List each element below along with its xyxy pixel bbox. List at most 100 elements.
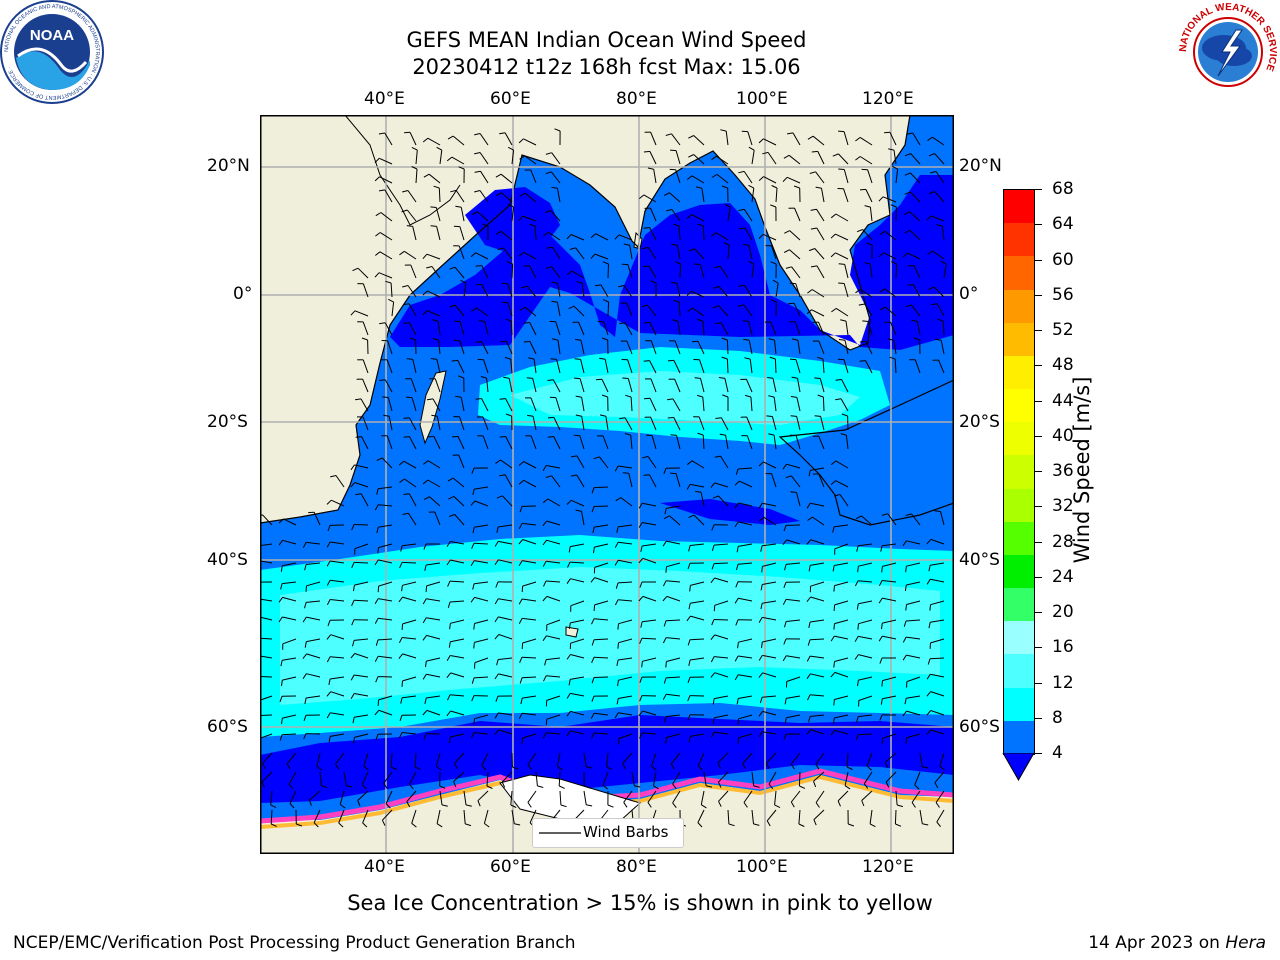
wind-barb xyxy=(930,215,945,222)
wind-barb-flag xyxy=(422,253,428,260)
wind-barb-flag xyxy=(673,223,680,227)
wind-barb xyxy=(714,656,729,659)
wind-barb-flag xyxy=(599,357,606,360)
wind-barb-flag xyxy=(406,801,411,808)
wind-barb xyxy=(919,752,923,767)
wind-barb xyxy=(676,245,681,260)
wind-barb xyxy=(402,676,417,682)
wind-barb-flag xyxy=(625,394,632,398)
wind-barb-flag xyxy=(574,358,581,360)
wind-barb-flag xyxy=(806,596,811,603)
wind-barb-flag xyxy=(833,699,835,706)
wind-barb-flag xyxy=(362,822,368,828)
wind-barb-flag xyxy=(474,170,481,173)
wind-barb-flag xyxy=(543,231,549,237)
wind-barb-flag xyxy=(374,272,380,278)
wind-barb xyxy=(815,790,825,803)
wind-barb xyxy=(411,397,417,412)
wind-barb-flag xyxy=(686,214,692,219)
wind-barb-flag xyxy=(927,658,931,665)
wind-barb-flag xyxy=(616,659,619,666)
colorbar-segment xyxy=(1004,554,1034,589)
lat-tick-left-60s: 60°S xyxy=(207,717,248,737)
wind-barb xyxy=(738,655,753,659)
colorbar-tick-mark xyxy=(1034,330,1042,331)
wind-barb xyxy=(522,539,537,545)
wind-barb xyxy=(555,321,561,336)
wind-barb xyxy=(507,283,513,298)
wind-barb xyxy=(500,459,513,469)
wind-barb xyxy=(714,695,729,700)
wind-barb xyxy=(650,131,657,146)
wind-barb xyxy=(916,321,921,336)
wind-barb xyxy=(581,283,585,298)
wind-barb-flag xyxy=(326,541,331,548)
wind-barb-flag xyxy=(545,152,552,155)
wind-barb-flag xyxy=(375,734,379,741)
wind-barb-flag xyxy=(424,564,427,571)
wind-barb-flag xyxy=(361,337,368,341)
wind-barb-flag xyxy=(768,338,775,341)
wind-barb xyxy=(795,283,801,298)
wind-barb xyxy=(522,215,537,222)
wind-barb xyxy=(786,714,801,719)
wind-barb-flag xyxy=(866,765,872,771)
wind-barb xyxy=(570,600,585,607)
wind-barb-flag xyxy=(486,785,493,789)
wind-barb xyxy=(930,562,945,566)
wind-barb-flag xyxy=(521,285,528,289)
wind-barb-flag xyxy=(717,762,721,769)
wind-barb-flag xyxy=(471,307,477,312)
wind-barb xyxy=(719,266,729,279)
wind-barb-flag xyxy=(855,156,861,161)
wind-barb-flag xyxy=(403,322,410,324)
wind-barb xyxy=(378,598,393,602)
noaa-logo-text: NOAA xyxy=(30,27,74,44)
wind-barb-flag xyxy=(855,515,862,520)
wind-barb-flag xyxy=(879,230,886,235)
wind-barb-flag xyxy=(374,598,379,604)
wind-barb xyxy=(558,771,561,787)
wind-barb xyxy=(624,322,633,336)
wind-barb xyxy=(438,340,441,355)
wind-barb xyxy=(360,493,369,507)
wind-barb-flag xyxy=(806,673,811,679)
wind-barb xyxy=(500,230,513,241)
wind-barb xyxy=(692,307,705,317)
wind-barb xyxy=(521,676,537,679)
wind-barb-flag xyxy=(902,540,907,547)
wind-barb-flag xyxy=(346,785,353,788)
wind-barb-flag xyxy=(811,150,818,153)
wind-barb-flag xyxy=(884,131,891,134)
wind-barb-flag xyxy=(350,482,356,488)
wind-barb xyxy=(748,340,753,355)
wind-barb-flag xyxy=(905,513,912,517)
wind-barb-flag xyxy=(404,131,411,134)
wind-barb-flag xyxy=(423,496,430,500)
wind-barb-flag xyxy=(911,319,918,322)
wind-barb-flag xyxy=(841,413,848,417)
wind-barb xyxy=(593,732,609,735)
wind-barb-flag xyxy=(575,414,582,417)
wind-barb xyxy=(672,398,681,412)
wind-barb xyxy=(530,169,537,184)
wind-barb xyxy=(379,232,393,241)
wind-barb xyxy=(791,266,801,279)
wind-barb-flag xyxy=(855,734,859,741)
wind-barb xyxy=(557,340,561,355)
wind-barb xyxy=(786,695,801,699)
wind-barb xyxy=(762,672,777,678)
wind-barb-flag xyxy=(399,562,403,569)
wind-barb xyxy=(887,513,897,526)
wind-barb xyxy=(330,676,345,680)
wind-barb xyxy=(762,233,777,241)
wind-barb-flag xyxy=(542,596,548,602)
wind-barb xyxy=(911,304,921,317)
wind-barb-flag xyxy=(888,148,895,151)
colorbar-tick-label: 68 xyxy=(1052,179,1074,199)
colorbar-segment xyxy=(1004,190,1034,224)
wind-barb-flag xyxy=(718,377,725,379)
wind-barb xyxy=(843,359,849,374)
wind-barb-flag xyxy=(846,766,853,770)
wind-barb-flag xyxy=(738,227,745,230)
